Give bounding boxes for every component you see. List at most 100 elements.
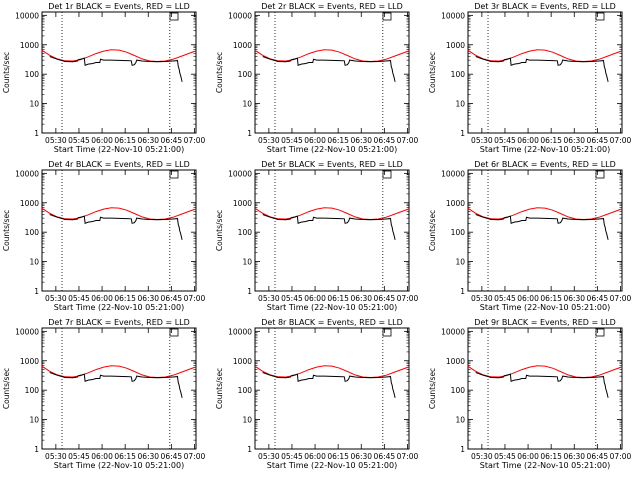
x-tick-label: 05:45 [494, 452, 516, 461]
panel-title: Det 4r BLACK = Events, RED = LLD [48, 160, 190, 169]
y-tick-label: 1 [34, 129, 39, 138]
series-line-events [49, 372, 183, 398]
x-tick-label: 06:30 [137, 452, 159, 461]
x-tick-label: 06:00 [91, 294, 113, 303]
legend-box [169, 170, 179, 179]
y-tick-label: 100 [238, 228, 253, 237]
series-line-lld [41, 365, 197, 379]
y-tick-label: 100 [25, 228, 40, 237]
x-tick-label: 06:45 [161, 294, 183, 303]
plot-frame [41, 169, 197, 292]
x-tick-label: 07:00 [397, 136, 419, 145]
legend-box [595, 170, 605, 179]
y-tick-label: 10 [242, 416, 252, 425]
plot-frame [467, 327, 623, 450]
y-tick-label: 10000 [228, 11, 252, 20]
x-axis-label: Start Time (22-Nov-10 05:21:00) [54, 461, 184, 470]
x-tick-label: 05:30 [471, 294, 493, 303]
panel-9: Det 9r BLACK = Events, RED = LLD 1 10 100 10… [428, 318, 631, 470]
x-tick-label: 07:00 [397, 294, 419, 303]
x-tick-label: 06:00 [517, 452, 539, 461]
legend-box [595, 12, 605, 21]
panel-5: Det 5r BLACK = Events, RED = LLD 1 10 100 10… [215, 160, 418, 312]
y-axis-label: Counts/sec [2, 368, 11, 409]
plot-frame [41, 327, 197, 450]
plot-frame [467, 11, 623, 134]
plot-frame [467, 169, 623, 292]
series-line-lld [467, 49, 623, 63]
x-tick-label: 06:15 [327, 294, 349, 303]
y-tick-label: 1000 [20, 199, 39, 208]
x-tick-label: 06:30 [350, 136, 372, 145]
series-line-events [262, 372, 396, 398]
y-tick-label: 1 [460, 287, 465, 296]
x-tick-label: 05:30 [258, 136, 280, 145]
y-tick-label: 1000 [20, 357, 39, 366]
x-tick-label: 05:45 [281, 294, 303, 303]
x-axis-label: Start Time (22-Nov-10 05:21:00) [267, 461, 397, 470]
x-tick-label: 06:45 [161, 452, 183, 461]
x-tick-label: 06:00 [304, 452, 326, 461]
x-axis-label: Start Time (22-Nov-10 05:21:00) [267, 303, 397, 312]
panel-title: Det 2r BLACK = Events, RED = LLD [261, 2, 403, 11]
y-tick-label: 10000 [441, 327, 465, 336]
series-line-events [262, 56, 396, 82]
panel-3: Det 3r BLACK = Events, RED = LLD 1 10 100 10… [428, 2, 631, 154]
y-tick-label: 1000 [20, 41, 39, 50]
y-tick-label: 10000 [15, 11, 39, 20]
y-tick-label: 1000 [233, 199, 252, 208]
y-axis-label: Counts/sec [215, 52, 224, 93]
legend-box [169, 328, 179, 337]
x-tick-label: 06:00 [304, 294, 326, 303]
y-tick-label: 10000 [228, 169, 252, 178]
y-tick-label: 10 [455, 100, 465, 109]
legend-box [382, 12, 392, 21]
plot-frame [254, 169, 410, 292]
x-tick-label: 06:00 [517, 294, 539, 303]
x-tick-label: 07:00 [610, 294, 632, 303]
series-line-lld [254, 365, 410, 379]
y-axis-label: Counts/sec [2, 52, 11, 93]
x-axis-label: Start Time (22-Nov-10 05:21:00) [267, 145, 397, 154]
x-tick-label: 06:15 [327, 136, 349, 145]
y-tick-label: 100 [25, 70, 40, 79]
x-tick-label: 06:30 [350, 294, 372, 303]
y-tick-label: 1 [247, 129, 252, 138]
x-tick-label: 05:30 [45, 136, 67, 145]
x-tick-label: 06:45 [587, 452, 609, 461]
x-tick-label: 05:45 [494, 136, 516, 145]
legend-box [595, 328, 605, 337]
y-tick-label: 1000 [233, 41, 252, 50]
x-tick-label: 06:00 [304, 136, 326, 145]
panel-title: Det 3r BLACK = Events, RED = LLD [474, 2, 616, 11]
x-tick-label: 06:45 [161, 136, 183, 145]
x-tick-label: 06:15 [114, 136, 136, 145]
x-tick-label: 05:45 [68, 294, 90, 303]
x-tick-label: 06:30 [563, 136, 585, 145]
legend-box [382, 328, 392, 337]
series-line-events [49, 214, 183, 240]
x-tick-label: 05:45 [281, 136, 303, 145]
plot-frame [254, 11, 410, 134]
panel-4: Det 4r BLACK = Events, RED = LLD 1 10 100 10… [2, 160, 205, 312]
x-tick-label: 06:00 [91, 452, 113, 461]
panel-title: Det 7r BLACK = Events, RED = LLD [48, 318, 190, 327]
x-tick-label: 05:30 [45, 452, 67, 461]
series-line-events [475, 56, 609, 82]
x-tick-label: 05:30 [258, 294, 280, 303]
x-tick-label: 06:15 [540, 136, 562, 145]
y-axis-label: Counts/sec [428, 52, 437, 93]
x-tick-label: 05:45 [494, 294, 516, 303]
x-tick-label: 06:30 [137, 294, 159, 303]
x-tick-label: 05:45 [68, 136, 90, 145]
y-tick-label: 10 [242, 100, 252, 109]
plot-frame [41, 11, 197, 134]
x-tick-label: 07:00 [397, 452, 419, 461]
y-tick-label: 100 [238, 386, 253, 395]
y-tick-label: 10000 [228, 327, 252, 336]
y-tick-label: 10 [242, 258, 252, 267]
series-line-lld [41, 207, 197, 221]
x-tick-label: 07:00 [184, 294, 206, 303]
y-tick-label: 1000 [446, 199, 465, 208]
x-axis-label: Start Time (22-Nov-10 05:21:00) [54, 303, 184, 312]
